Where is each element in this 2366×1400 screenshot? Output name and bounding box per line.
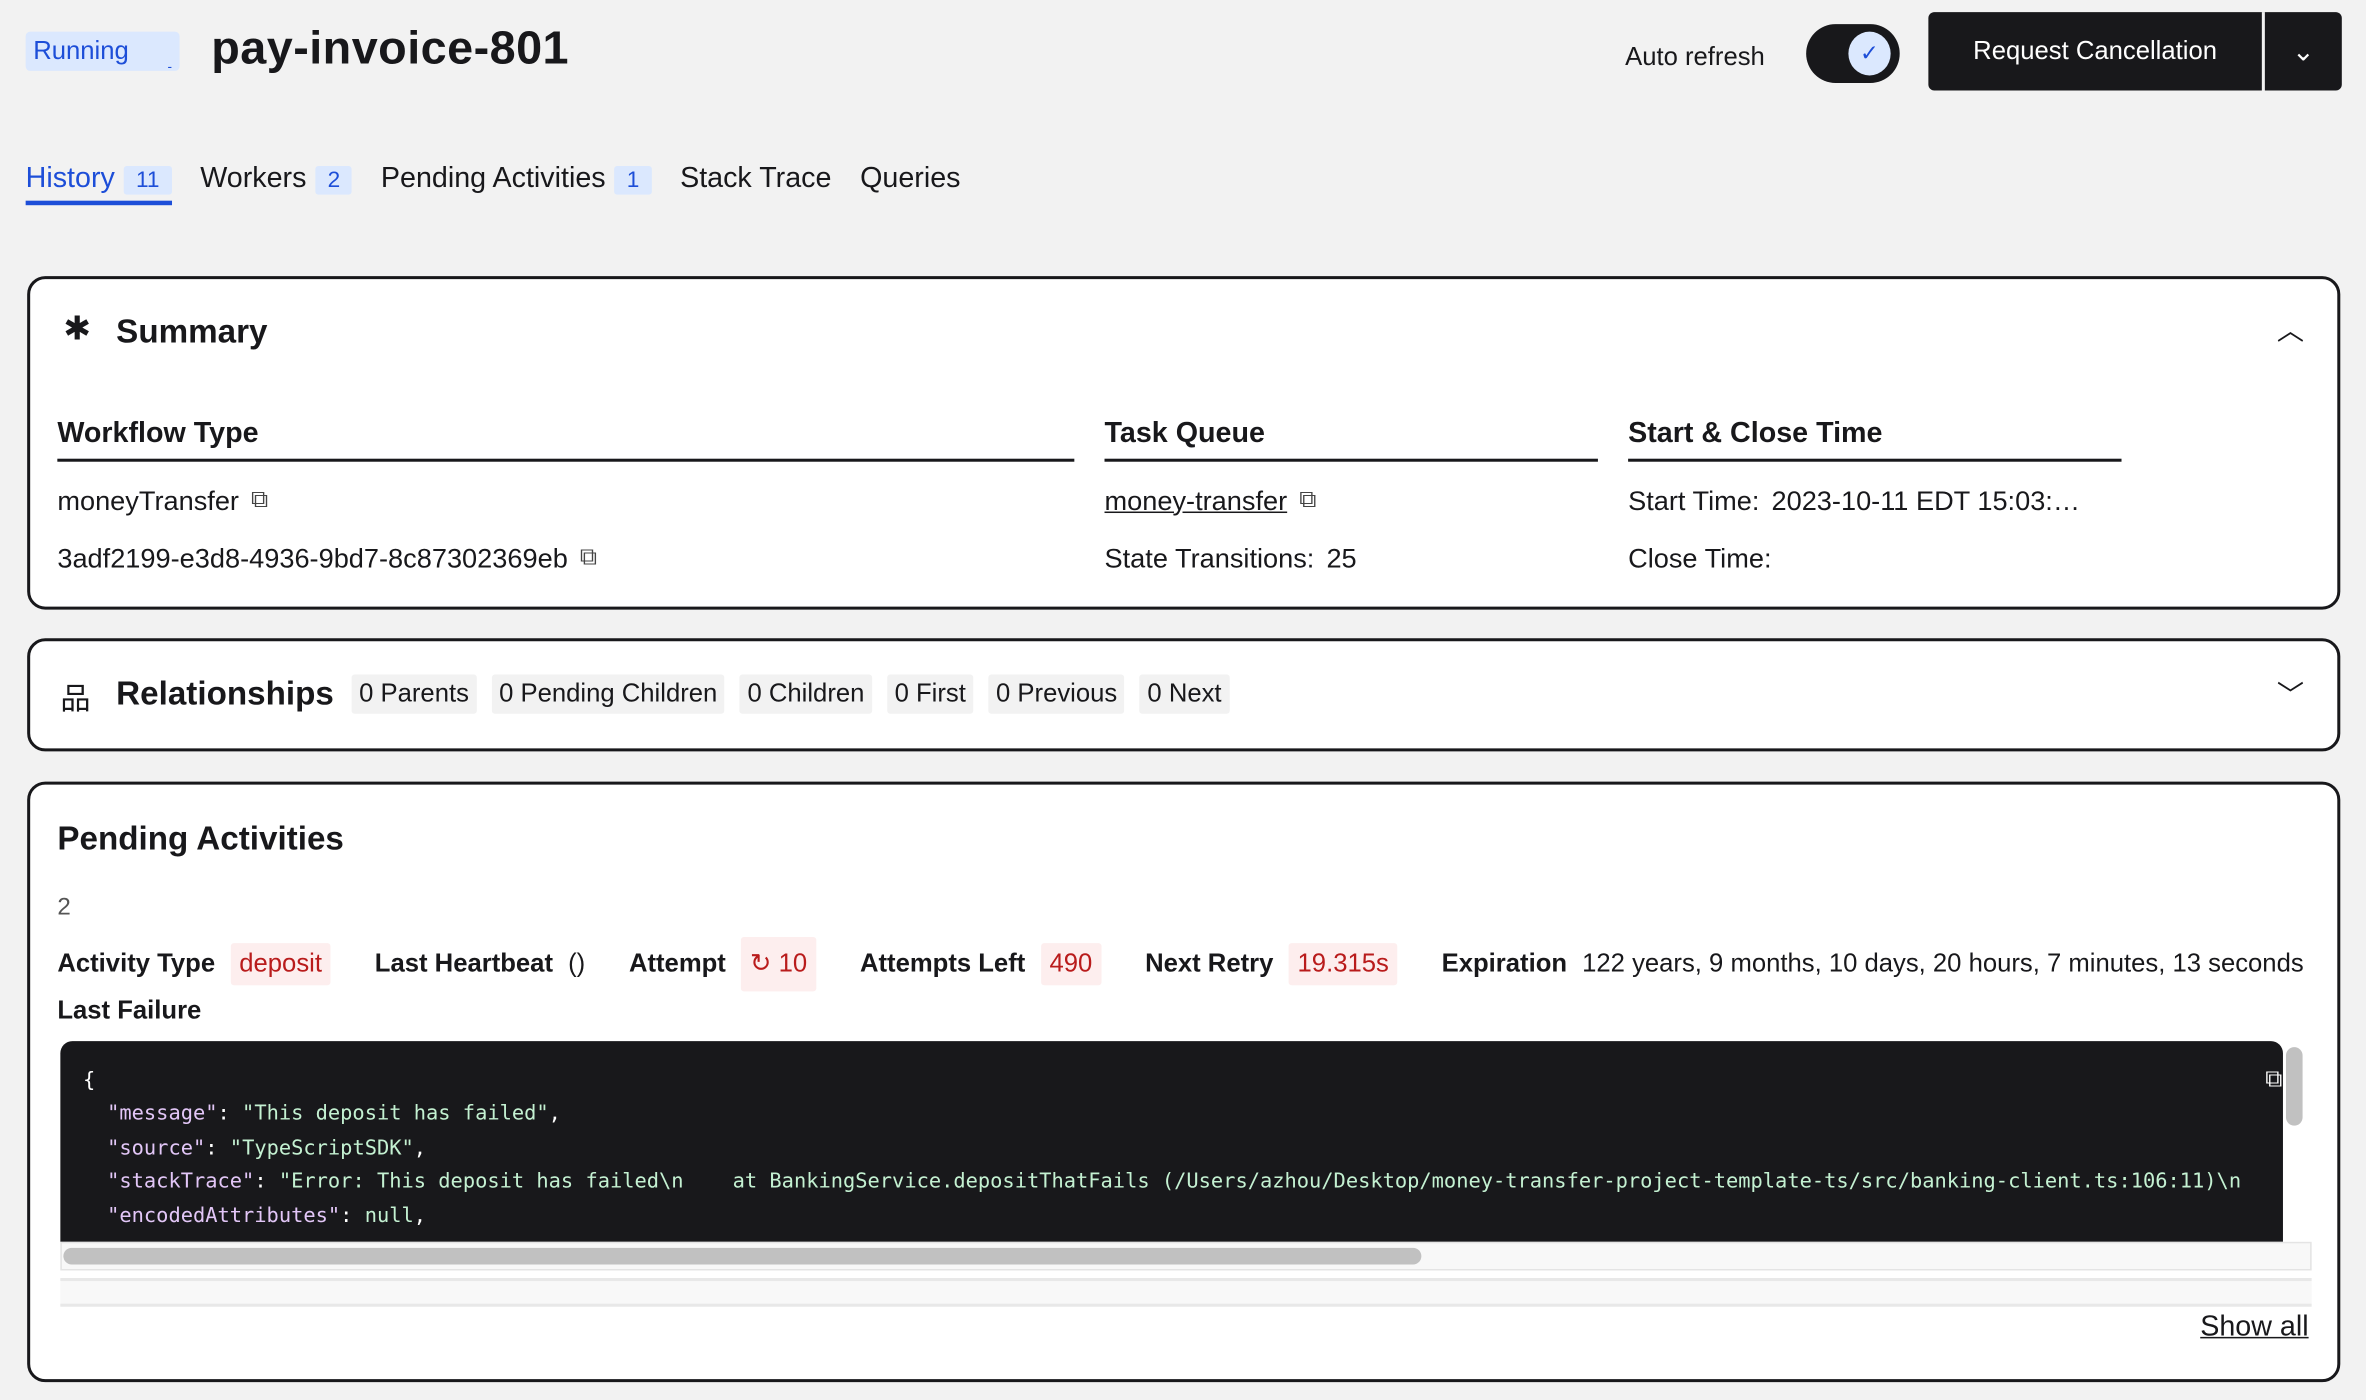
tab-label: Pending Activities xyxy=(380,162,606,195)
retry-icon: ↻ xyxy=(749,949,779,978)
tab-label: Workers xyxy=(200,162,307,195)
tab-label: Queries xyxy=(860,162,961,195)
workflow-type-value: moneyTransfer xyxy=(57,485,239,516)
code-punct: , xyxy=(548,1101,561,1126)
relationships-card: 品 Relationships 0 Parents 0 Pending Chil… xyxy=(27,638,2341,752)
code-key: "stackTrace" xyxy=(107,1169,255,1194)
column-header: Task Queue xyxy=(1104,418,1598,462)
code-key: "message" xyxy=(107,1101,218,1126)
code-key: "encodedAttributes" xyxy=(107,1203,341,1228)
vertical-scrollbar[interactable] xyxy=(2285,1047,2303,1126)
table-footer-row xyxy=(60,1278,2312,1307)
tab-label: Stack Trace xyxy=(680,162,832,195)
state-transitions-label: State Transitions: xyxy=(1104,542,1315,573)
tab-stack-trace[interactable]: Stack Trace xyxy=(680,160,831,199)
summary-card: ✱ Summary ︿ Workflow Type moneyTransfer ⧉… xyxy=(27,276,2341,610)
tab-workers[interactable]: Workers 2 xyxy=(200,160,353,199)
code-line: "message": "This deposit has failed", xyxy=(107,1101,561,1126)
code-line: { xyxy=(82,1068,96,1093)
last-failure-label: Last Failure xyxy=(57,995,202,1025)
chip-parents: 0 Parents xyxy=(351,674,477,714)
task-queue-link[interactable]: money-transfer xyxy=(1104,485,1288,516)
tab-queries[interactable]: Queries xyxy=(860,160,960,199)
pending-activities-title: Pending Activities xyxy=(57,819,344,858)
attempts-left-label: Attempts Left xyxy=(859,949,1026,978)
code-value: "TypeScriptSDK" xyxy=(229,1135,414,1160)
check-icon: ✓ xyxy=(1848,31,1891,76)
auto-refresh-toggle[interactable]: ✓ xyxy=(1806,24,1900,83)
copy-icon[interactable]: ⧉ xyxy=(251,487,269,514)
auto-refresh-label: Auto refresh xyxy=(1625,42,1765,71)
workflow-type-column: Workflow Type moneyTransfer ⧉ 3adf2199-e3… xyxy=(57,418,1075,576)
close-time-label: Close Time: xyxy=(1628,542,1772,573)
start-time-value: 2023-10-11 EDT 15:03:… xyxy=(1771,485,2081,516)
code-punct: , xyxy=(413,1135,427,1160)
last-heartbeat-label: Last Heartbeat xyxy=(374,949,554,978)
state-transitions-value: 25 xyxy=(1326,542,1357,573)
chip-pending-children: 0 Pending Children xyxy=(491,674,725,714)
activity-type-value: deposit xyxy=(230,943,332,986)
request-cancellation-group: Request Cancellation ⌄ xyxy=(1928,12,2342,91)
asterisk-icon: ✱ xyxy=(63,309,92,348)
expiration-label: Expiration xyxy=(1441,949,1568,978)
chip-next: 0 Next xyxy=(1139,674,1230,714)
code-line: "stackTrace": "Error: This deposit has f… xyxy=(107,1169,2242,1194)
tab-pending-activities[interactable]: Pending Activities 1 xyxy=(380,160,652,199)
copy-icon[interactable]: ⧉ xyxy=(1299,487,1317,514)
chip-first: 0 First xyxy=(887,674,974,714)
tab-label: History xyxy=(25,162,115,195)
column-header: Workflow Type xyxy=(57,418,1075,462)
code-punct: , xyxy=(413,1203,427,1228)
chevron-down-icon[interactable]: ⌄ xyxy=(2291,36,2315,67)
copy-icon[interactable]: ⧉ xyxy=(579,544,598,571)
code-value: null xyxy=(364,1203,414,1228)
code-key: "source" xyxy=(107,1135,206,1160)
request-cancellation-button[interactable]: Request Cancellation xyxy=(1973,36,2218,65)
chip-previous: 0 Previous xyxy=(988,674,1125,714)
expiration-value: 122 years, 9 months, 10 days, 20 hours, … xyxy=(1582,949,2304,978)
code-line: "encodedAttributes": null, xyxy=(107,1203,427,1228)
last-heartbeat-value: () xyxy=(568,949,586,978)
last-failure-code-block: { "message": "This deposit has failed", "… xyxy=(60,1041,2283,1242)
next-retry-label: Next Retry xyxy=(1145,949,1274,978)
tab-bar: History 11 Workers 2 Pending Activities 1 S… xyxy=(25,160,961,206)
divider xyxy=(2261,12,2265,91)
chip-children: 0 Children xyxy=(739,674,872,714)
attempt-count: 10 xyxy=(778,949,808,978)
activity-id: 2 xyxy=(57,894,71,921)
start-time-label: Start Time: xyxy=(1628,485,1760,516)
status-badge: Running - xyxy=(25,31,180,74)
code-value: "Error: This deposit has failed\n at Ban… xyxy=(278,1169,2242,1194)
page-title: pay-invoice-801 xyxy=(211,21,570,74)
relationships-title: Relationships xyxy=(116,674,334,713)
tab-history[interactable]: History 11 xyxy=(25,160,172,206)
run-id-value: 3adf2199-e3d8-4936-9bd7-8c87302369eb xyxy=(57,542,568,573)
attempts-left-value: 490 xyxy=(1040,943,1102,986)
code-line: "source": "TypeScriptSDK", xyxy=(107,1135,427,1160)
activity-type-label: Activity Type xyxy=(57,949,216,978)
status-indicator: - xyxy=(167,58,173,74)
summary-title: Summary xyxy=(116,312,268,351)
chevron-down-icon[interactable]: ﹀ xyxy=(2276,680,2305,711)
code-value: "This deposit has failed" xyxy=(242,1101,549,1126)
pending-activities-card: Pending Activities 2 Activity Type depos… xyxy=(27,781,2341,1383)
tab-count: 2 xyxy=(315,165,353,194)
attempt-label: Attempt xyxy=(628,949,726,978)
status-label: Running xyxy=(33,36,129,65)
tab-count: 1 xyxy=(614,165,652,194)
start-close-time-column: Start & Close Time Start Time: 2023-10-11… xyxy=(1628,418,2122,576)
relationship-chips: 0 Parents 0 Pending Children 0 Children … xyxy=(351,674,1230,714)
copy-icon[interactable]: ⧉ xyxy=(2265,1066,2283,1093)
column-header: Start & Close Time xyxy=(1628,418,2122,462)
next-retry-value: 19.315s xyxy=(1288,943,1398,986)
task-queue-column: Task Queue money-transfer ⧉ State Transit… xyxy=(1104,418,1598,576)
activity-details: Activity Type deposit Last Heartbeat () … xyxy=(57,937,2304,992)
tab-count: 11 xyxy=(123,165,172,194)
hierarchy-icon: 品 xyxy=(60,683,91,717)
show-all-link[interactable]: Show all xyxy=(2200,1311,2309,1343)
horizontal-scrollbar[interactable] xyxy=(63,1247,1422,1265)
attempt-value: ↻ 10 xyxy=(740,937,817,992)
chevron-up-icon[interactable]: ︿ xyxy=(2276,315,2305,346)
